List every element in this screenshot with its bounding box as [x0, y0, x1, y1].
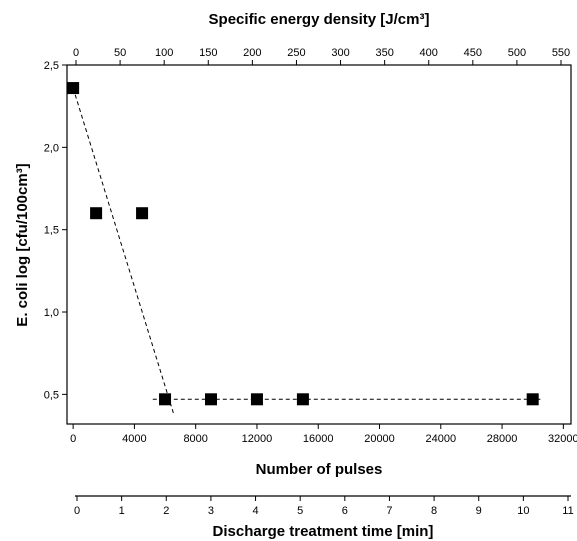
data-point — [159, 393, 172, 406]
x-tick-label: 16000 — [303, 433, 334, 445]
time-tick-label: 8 — [431, 505, 437, 517]
top-tick-label: 200 — [243, 47, 261, 59]
x-axis-title: Number of pulses — [256, 461, 383, 478]
top-tick-label: 250 — [287, 47, 305, 59]
data-point — [67, 82, 80, 95]
data-point — [526, 393, 539, 406]
x-tick-label: 32000 — [548, 433, 577, 445]
y-tick-label: 1,5 — [44, 225, 59, 237]
x-tick-label: 8000 — [183, 433, 207, 445]
top-axis-title: Specific energy density [J/cm³] — [209, 11, 430, 28]
time-tick-label: 5 — [297, 505, 303, 517]
top-tick-label: 500 — [508, 47, 526, 59]
top-tick-label: 400 — [420, 47, 438, 59]
top-tick-label: 350 — [375, 47, 393, 59]
y-tick-label: 2,5 — [44, 60, 59, 72]
fit-line — [72, 87, 175, 416]
top-tick-label: 300 — [331, 47, 349, 59]
top-tick-label: 100 — [155, 47, 173, 59]
x-tick-label: 12000 — [242, 433, 273, 445]
fit-lines — [72, 87, 541, 416]
x-axis: 0 4000 8000 12000 16000 20000 24000 28000 32000 — [70, 424, 577, 445]
x-tick-label: 0 — [70, 433, 76, 445]
time-tick-label: 7 — [386, 505, 392, 517]
time-tick-label: 11 — [562, 505, 573, 517]
data-point — [296, 393, 309, 406]
data-point — [205, 393, 217, 406]
time-tick-label: 10 — [517, 505, 529, 517]
time-tick-label: 9 — [476, 505, 482, 517]
x-tick-label: 24000 — [425, 433, 456, 445]
top-tick-label: 450 — [464, 47, 482, 59]
y-tick-label: 0,5 — [44, 389, 59, 401]
top-tick-label: 50 — [114, 47, 126, 59]
x-tick-label: 20000 — [364, 433, 395, 445]
y-tick-label: 1,0 — [44, 307, 59, 319]
time-tick-label: 3 — [208, 505, 214, 517]
top-tick-label: 0 — [73, 47, 79, 59]
plot-frame — [66, 64, 572, 425]
data-point — [250, 393, 263, 406]
time-tick-label: 0 — [74, 505, 80, 517]
y-axis: 0,5 1,0 1,5 2,0 2,5 — [44, 60, 67, 401]
y-axis-title: E. coli log [cfu/100cm³] — [14, 163, 31, 326]
top-tick-label: 150 — [199, 47, 217, 59]
data-point — [90, 207, 103, 220]
time-axis: 0 1 2 3 4 5 6 7 8 9 10 11 — [74, 495, 574, 517]
y-tick-label: 2,0 — [44, 142, 59, 154]
time-tick-label: 4 — [252, 505, 258, 517]
time-tick-label: 2 — [163, 505, 169, 517]
x-tick-label: 4000 — [122, 433, 146, 445]
time-tick-label: 6 — [342, 505, 348, 517]
top-tick-label: 550 — [552, 47, 570, 59]
top-axis: 0 50 100 150 200 250 300 350 400 450 500 550 — [73, 47, 570, 65]
x-tick-label: 28000 — [487, 433, 518, 445]
time-tick-label: 1 — [119, 505, 125, 517]
time-axis-title: Discharge treatment time [min] — [213, 523, 434, 540]
data-point — [136, 207, 149, 220]
data-points — [67, 82, 539, 406]
